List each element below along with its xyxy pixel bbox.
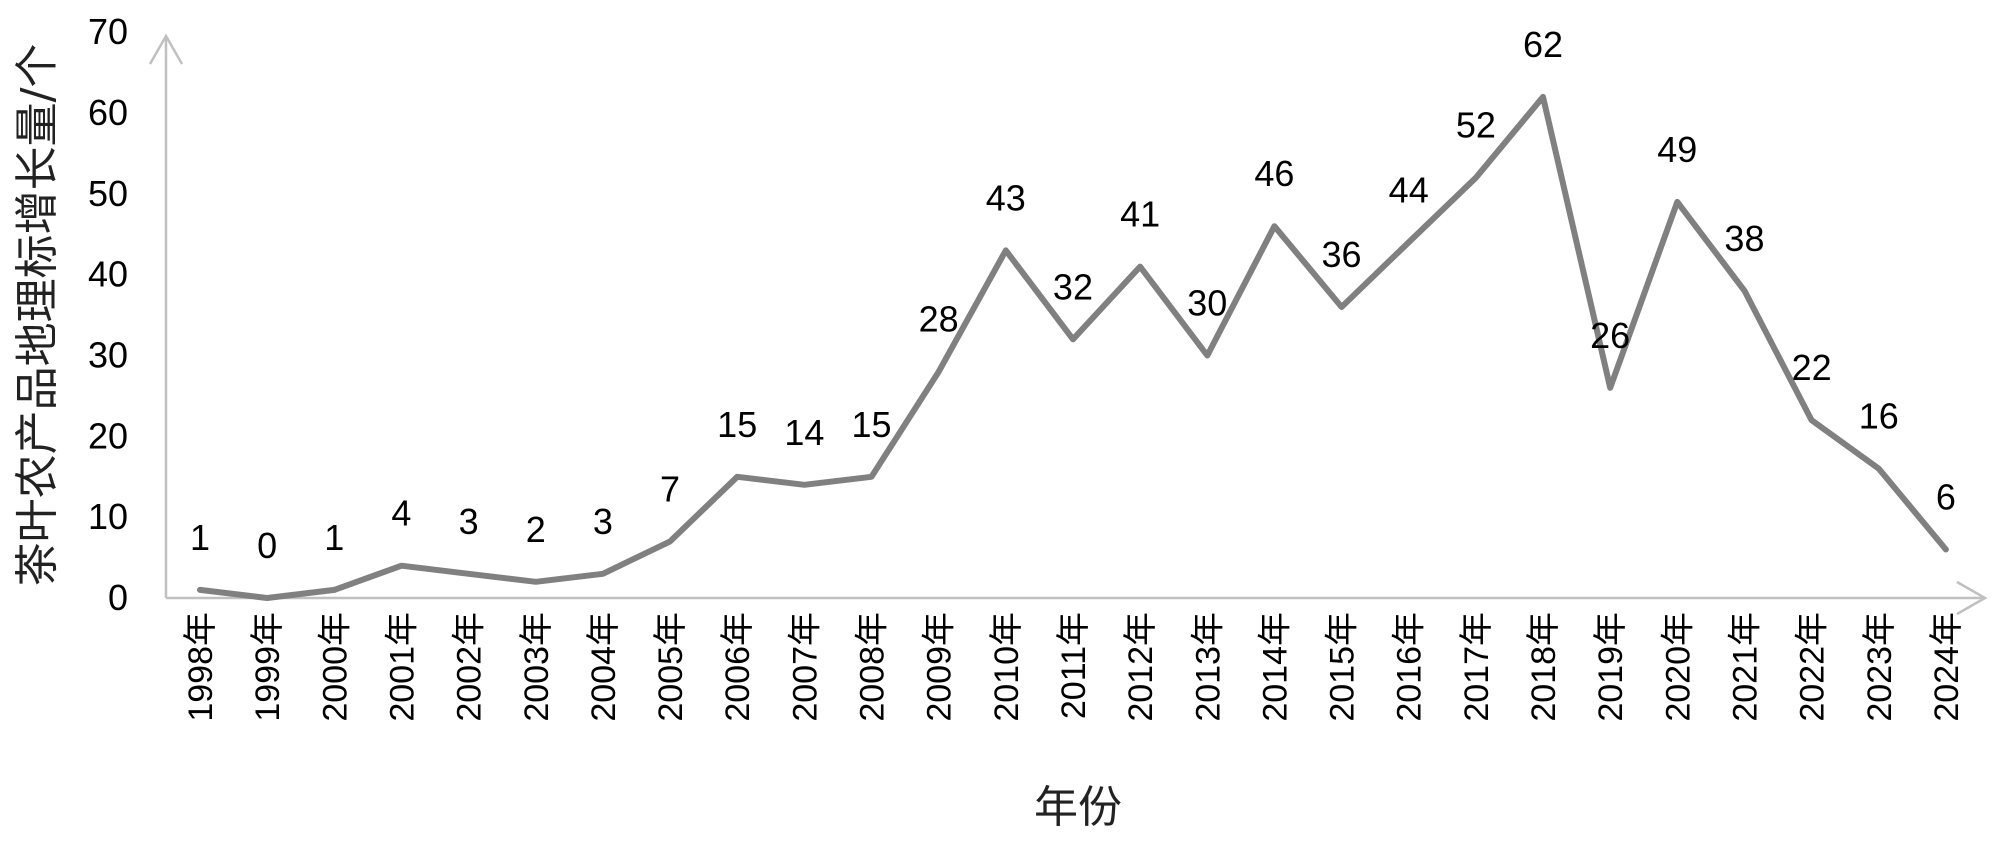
data-label: 4 <box>391 493 411 534</box>
y-tick-label: 50 <box>88 173 128 214</box>
x-tick-label: 2011年 <box>1055 612 1093 719</box>
y-axis-ticks: 0 10 20 30 40 50 60 70 <box>88 11 128 618</box>
y-tick-label: 40 <box>88 254 128 295</box>
data-label: 15 <box>717 404 757 445</box>
data-label: 3 <box>459 501 479 542</box>
data-label: 7 <box>660 468 680 509</box>
y-tick-label: 10 <box>88 496 128 537</box>
x-tick-label: 2020年 <box>1659 612 1697 722</box>
x-tick-label: 1999年 <box>249 612 287 722</box>
data-label: 22 <box>1792 347 1832 388</box>
data-label: 43 <box>986 177 1026 218</box>
data-label: 0 <box>257 525 277 566</box>
x-tick-label: 2017年 <box>1458 612 1496 722</box>
x-tick-label: 2012年 <box>1122 612 1160 722</box>
x-tick-label: 2008年 <box>854 612 892 722</box>
data-label: 44 <box>1389 169 1429 210</box>
y-tick-label: 60 <box>88 92 128 133</box>
x-tick-label: 2018年 <box>1525 612 1563 722</box>
x-tick-label: 2005年 <box>652 612 690 722</box>
x-tick-label: 2006年 <box>719 612 757 722</box>
data-label: 62 <box>1523 24 1563 65</box>
x-tick-label: 2022年 <box>1794 612 1832 722</box>
data-label: 15 <box>851 404 891 445</box>
x-tick-label: 2019年 <box>1592 612 1630 722</box>
data-label: 30 <box>1187 283 1227 324</box>
x-tick-label: 2004年 <box>585 612 623 722</box>
x-tick-label: 2023年 <box>1861 612 1899 722</box>
x-axis-ticks: 1998年 1999年 2000年 2001年 2002年 2003年 2004年 2005年… <box>182 612 1966 722</box>
data-label: 16 <box>1859 396 1899 437</box>
x-tick-label: 2001年 <box>383 612 421 722</box>
x-tick-label: 2000年 <box>316 612 354 722</box>
x-tick-label: 1998年 <box>182 612 220 722</box>
data-label: 14 <box>784 412 824 453</box>
data-label: 3 <box>593 501 613 542</box>
y-tick-label: 70 <box>88 11 128 52</box>
x-tick-label: 2014年 <box>1256 612 1294 722</box>
data-label: 1 <box>324 517 344 558</box>
data-label: 41 <box>1120 194 1160 235</box>
x-tick-label: 2002年 <box>451 612 489 722</box>
data-label: 49 <box>1657 129 1697 170</box>
x-tick-label: 2009年 <box>921 612 959 722</box>
series-line <box>197 93 1949 601</box>
x-tick-label: 2024年 <box>1928 612 1966 722</box>
data-label: 52 <box>1456 105 1496 146</box>
x-tick-label: 2016年 <box>1391 612 1429 722</box>
data-label: 1 <box>190 517 210 558</box>
data-label: 36 <box>1322 234 1362 275</box>
y-axis-title: 茶叶农产品地理标增长量/个 <box>12 44 63 587</box>
data-label: 28 <box>919 299 959 340</box>
x-tick-label: 2007年 <box>786 612 824 722</box>
data-label: 32 <box>1053 266 1093 307</box>
x-tick-label: 2015年 <box>1324 612 1362 722</box>
y-tick-label: 30 <box>88 335 128 376</box>
data-label: 6 <box>1936 477 1956 518</box>
y-tick-label: 20 <box>88 415 128 456</box>
data-label: 26 <box>1590 315 1630 356</box>
y-axis-arrow <box>148 33 184 65</box>
y-tick-label: 0 <box>108 577 128 618</box>
x-tick-label: 2013年 <box>1189 612 1227 722</box>
data-label: 46 <box>1254 153 1294 194</box>
x-tick-label: 2010年 <box>988 612 1026 722</box>
x-axis-title: 年份 <box>1034 782 1122 833</box>
x-axis-arrow <box>1956 580 1988 616</box>
x-tick-label: 2021年 <box>1726 612 1764 722</box>
data-label: 38 <box>1724 218 1764 259</box>
data-label: 2 <box>526 509 546 550</box>
x-tick-label: 2003年 <box>518 612 556 722</box>
